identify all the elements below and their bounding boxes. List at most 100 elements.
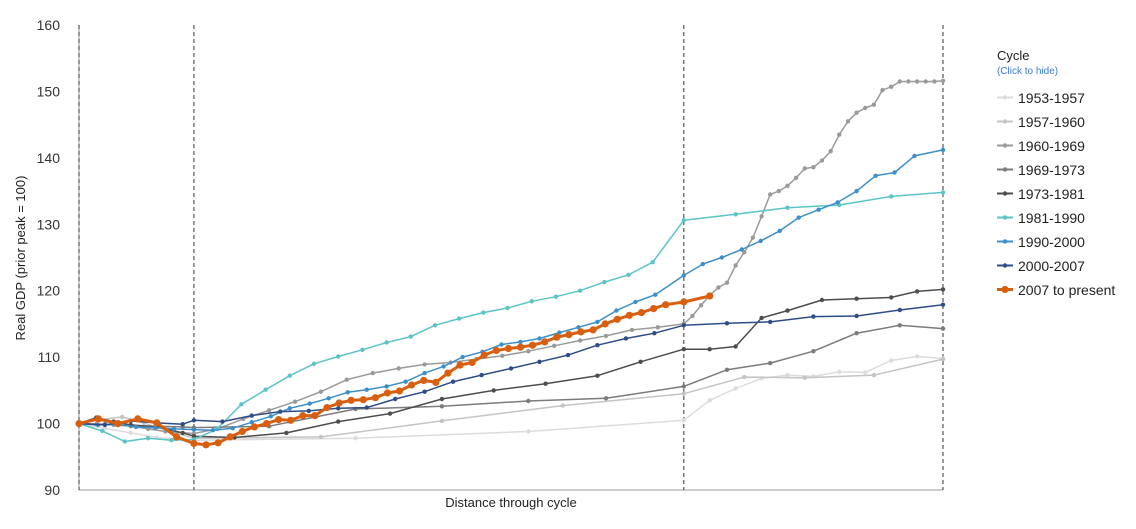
data-point [408, 334, 413, 339]
data-point [733, 263, 738, 268]
data-point [432, 378, 440, 386]
legend-title: Cycle [997, 48, 1030, 63]
data-point [529, 299, 534, 304]
data-point [336, 419, 341, 424]
data-point [739, 247, 744, 252]
data-point [733, 344, 738, 349]
data-point [173, 433, 181, 441]
data-point [499, 342, 504, 347]
series-line [78, 288, 944, 439]
data-point [914, 79, 920, 84]
legend-swatch-marker [1002, 119, 1008, 124]
data-point [529, 341, 537, 349]
legend-click-to-hide-hint[interactable]: (Click to hide) [997, 66, 1058, 77]
data-point [811, 165, 816, 170]
data-point [306, 408, 311, 414]
y-axis-ticks: 90 100 110 120 130 140 150 160 [37, 17, 61, 498]
data-point [785, 372, 790, 378]
data-point [811, 349, 816, 354]
data-point [577, 288, 583, 293]
data-point [526, 398, 531, 404]
data-point [275, 416, 283, 424]
data-point [190, 439, 198, 448]
data-point [450, 379, 456, 384]
data-point [210, 428, 216, 433]
data-point [145, 436, 151, 441]
data-point [889, 84, 894, 90]
legend-item[interactable]: 2007 to present [997, 282, 1115, 298]
data-point [690, 313, 695, 319]
data-point [345, 390, 350, 395]
legend-item[interactable]: 1990-2000 [997, 234, 1085, 250]
data-point [439, 404, 445, 409]
data-point [662, 301, 670, 309]
data-point [422, 389, 427, 394]
data-point [152, 425, 158, 430]
data-point [625, 311, 634, 319]
data-point [802, 375, 807, 380]
data-point [526, 429, 531, 434]
data-point [553, 333, 561, 341]
data-point [700, 261, 705, 267]
series-2007-to-present [75, 292, 714, 449]
data-point [603, 396, 609, 401]
data-point [601, 320, 609, 328]
y-tick-label: 140 [37, 150, 61, 166]
data-point [912, 153, 917, 159]
data-point [837, 132, 842, 137]
data-point [576, 325, 581, 330]
legend-swatch-marker [1002, 191, 1008, 196]
data-point [335, 399, 343, 407]
data-point [698, 303, 704, 308]
legend-item[interactable]: 1969-1973 [997, 162, 1085, 178]
series-1960-1969 [76, 78, 946, 436]
data-point [776, 188, 781, 194]
data-point [278, 409, 283, 414]
data-point [287, 406, 292, 411]
data-point [287, 416, 295, 424]
data-point [845, 119, 851, 124]
data-point [422, 370, 427, 376]
legend-item[interactable]: 1981-1990 [997, 210, 1085, 226]
data-point [565, 352, 571, 358]
legend-item[interactable]: 1957-1960 [997, 114, 1085, 130]
legend-swatch-marker [1002, 263, 1008, 268]
legend-label: 1960-1969 [1018, 138, 1085, 154]
data-point [371, 394, 379, 402]
data-point [560, 403, 565, 408]
data-point [655, 325, 661, 330]
data-point [623, 336, 629, 341]
data-point [802, 166, 807, 171]
data-point [439, 396, 445, 402]
data-point [724, 367, 730, 372]
data-point [681, 273, 686, 278]
data-point [777, 228, 782, 234]
data-point [614, 308, 619, 313]
data-point [134, 415, 142, 423]
legend-item[interactable]: 1973-1981 [997, 186, 1085, 202]
legend-item[interactable]: 1953-1957 [997, 90, 1085, 106]
data-point [384, 384, 389, 389]
legend-label: 1973-1981 [1018, 186, 1085, 202]
legend-label: 1953-1957 [1018, 90, 1085, 106]
data-point [299, 412, 307, 420]
legend-item[interactable]: 2000-2007 [997, 258, 1085, 274]
data-point [629, 327, 635, 333]
data-point [292, 399, 298, 404]
data-point [897, 323, 902, 328]
data-point [940, 147, 946, 153]
legend-item[interactable]: 1960-1969 [997, 138, 1085, 154]
data-point [153, 419, 161, 427]
data-point [637, 309, 646, 317]
y-tick-label: 90 [44, 482, 60, 498]
data-point [768, 192, 773, 197]
plot-area: 90 100 110 120 130 140 150 160 [37, 17, 946, 498]
data-point [940, 302, 946, 307]
legend-swatch-marker [1002, 239, 1008, 244]
data-point [230, 426, 235, 431]
data-point [268, 414, 273, 419]
data-point [724, 321, 730, 326]
data-point [518, 339, 523, 345]
data-point [940, 78, 946, 84]
